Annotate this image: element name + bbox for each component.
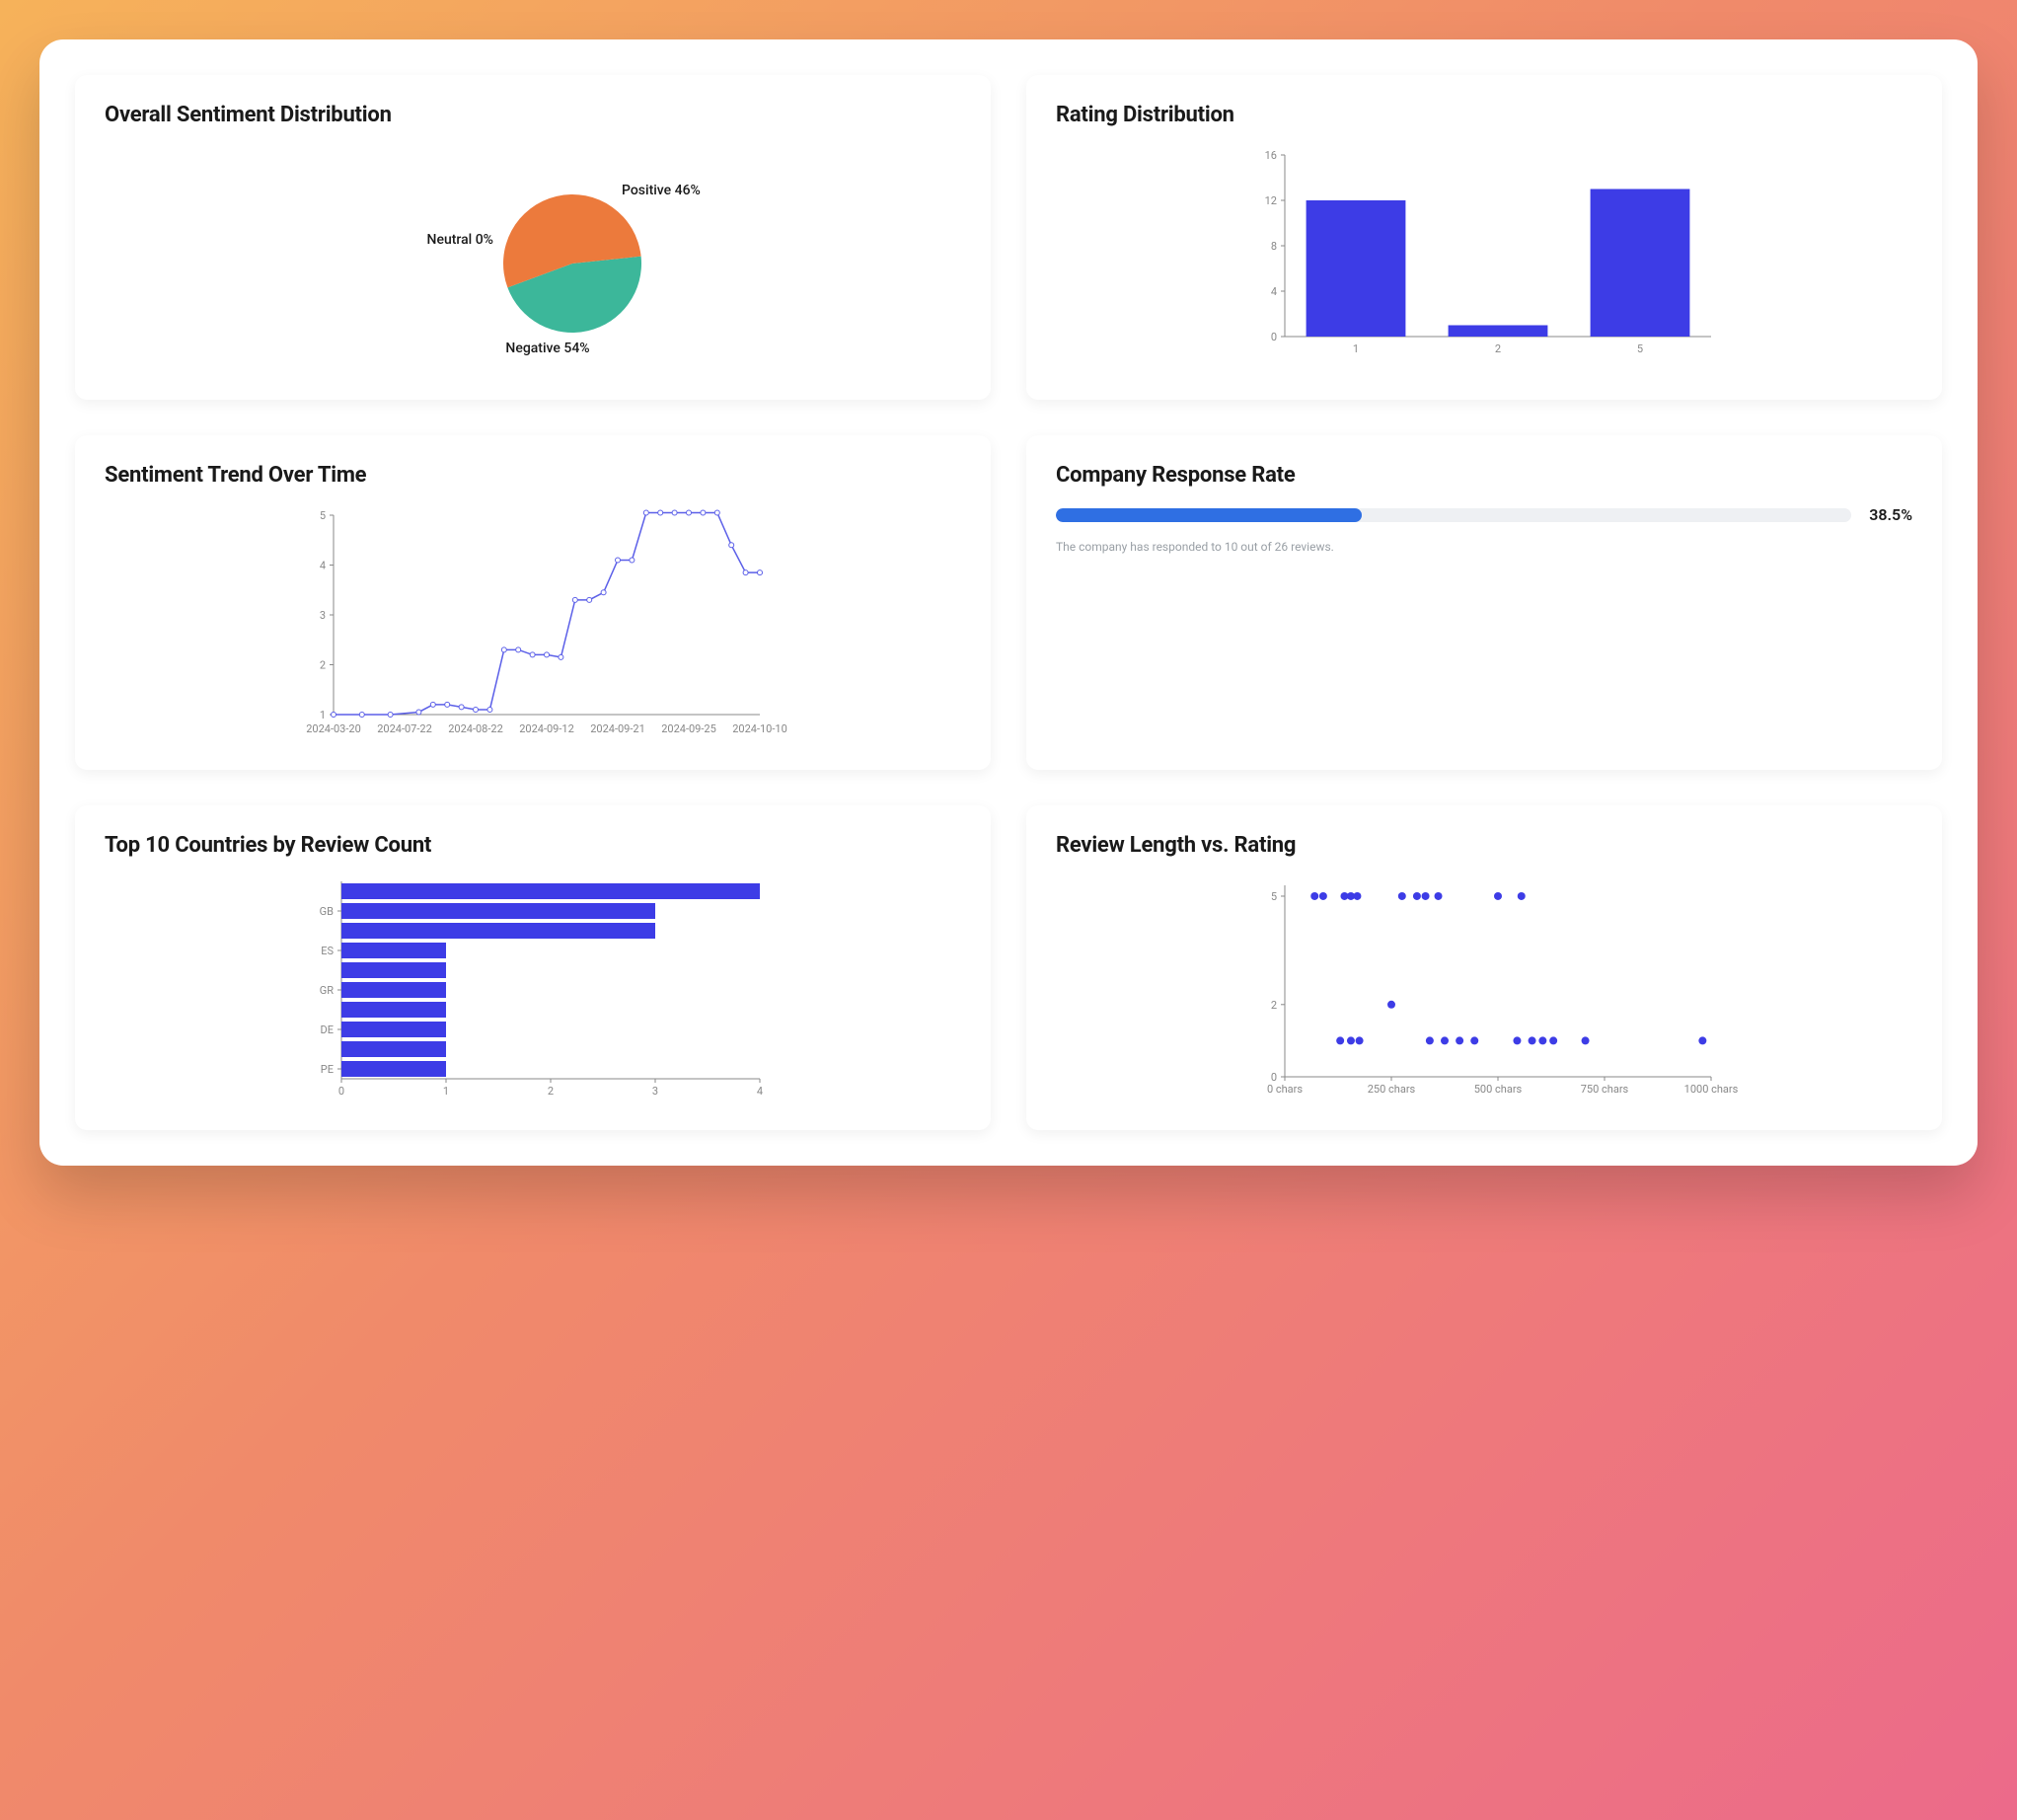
svg-text:1: 1 bbox=[443, 1085, 449, 1098]
svg-text:3: 3 bbox=[652, 1085, 658, 1098]
svg-text:16: 16 bbox=[1265, 149, 1277, 162]
svg-text:2024-09-21: 2024-09-21 bbox=[590, 722, 645, 735]
svg-text:2024-03-20: 2024-03-20 bbox=[306, 722, 361, 735]
svg-text:5: 5 bbox=[1637, 342, 1643, 355]
svg-text:250 chars: 250 chars bbox=[1368, 1083, 1416, 1096]
svg-text:3: 3 bbox=[320, 609, 326, 622]
svg-text:2024-10-10: 2024-10-10 bbox=[732, 722, 787, 735]
rating-dist-title: Rating Distribution bbox=[1056, 103, 1912, 127]
sentiment-trend-card: Sentiment Trend Over Time 1 2 3 4 5 2024-03-2… bbox=[75, 435, 991, 770]
svg-text:2024-09-12: 2024-09-12 bbox=[519, 722, 574, 735]
svg-text:Neutral 0%: Neutral 0% bbox=[427, 232, 493, 248]
svg-text:2: 2 bbox=[1495, 342, 1501, 355]
svg-text:4: 4 bbox=[757, 1085, 763, 1098]
svg-text:Negative 54%: Negative 54% bbox=[505, 341, 589, 356]
svg-text:12: 12 bbox=[1265, 194, 1277, 207]
svg-text:2: 2 bbox=[1271, 999, 1277, 1012]
dashboard-container: Overall Sentiment Distribution Positive … bbox=[39, 39, 1978, 1166]
sentiment-pie-card: Overall Sentiment Distribution Positive … bbox=[75, 75, 991, 400]
progress-fill bbox=[1056, 508, 1362, 522]
svg-text:DE: DE bbox=[321, 1024, 334, 1036]
svg-text:0: 0 bbox=[338, 1085, 344, 1098]
response-rate-progress: 38.5% bbox=[1056, 505, 1912, 524]
svg-text:500 chars: 500 chars bbox=[1474, 1083, 1523, 1096]
svg-text:2024-09-25: 2024-09-25 bbox=[661, 722, 716, 735]
dashboard-grid: Overall Sentiment Distribution Positive … bbox=[75, 75, 1942, 1130]
svg-text:2024-08-22: 2024-08-22 bbox=[448, 722, 503, 735]
svg-text:4: 4 bbox=[320, 560, 326, 572]
response-rate-card: Company Response Rate 38.5% The company … bbox=[1026, 435, 1942, 770]
svg-text:Positive 46%: Positive 46% bbox=[622, 183, 701, 198]
svg-text:2: 2 bbox=[548, 1085, 554, 1098]
svg-text:750 chars: 750 chars bbox=[1581, 1083, 1629, 1096]
sentiment-trend-title: Sentiment Trend Over Time bbox=[105, 463, 961, 488]
svg-text:8: 8 bbox=[1271, 240, 1277, 253]
svg-text:2: 2 bbox=[320, 659, 326, 672]
length-rating-chart: 0250 chars250 chars500 chars750 chars100… bbox=[1056, 875, 1912, 1106]
svg-text:4: 4 bbox=[1271, 285, 1277, 298]
svg-text:0 chars: 0 chars bbox=[1267, 1083, 1303, 1096]
svg-text:1000 chars: 1000 chars bbox=[1684, 1083, 1739, 1096]
length-rating-title: Review Length vs. Rating bbox=[1056, 833, 1912, 858]
top-countries-title: Top 10 Countries by Review Count bbox=[105, 833, 961, 858]
svg-text:PE: PE bbox=[321, 1063, 334, 1076]
length-rating-card: Review Length vs. Rating 0250 chars250 c… bbox=[1026, 805, 1942, 1130]
rating-dist-chart: 0481216125 bbox=[1056, 145, 1912, 366]
response-rate-title: Company Response Rate bbox=[1056, 463, 1912, 488]
svg-text:ES: ES bbox=[321, 945, 334, 957]
top-countries-chart: 0 1 2 3 4 GB ES GR DE PE bbox=[105, 875, 961, 1106]
top-countries-card: Top 10 Countries by Review Count 0 1 2 3 4 GB… bbox=[75, 805, 991, 1130]
sentiment-pie-title: Overall Sentiment Distribution bbox=[105, 103, 961, 127]
svg-text:0: 0 bbox=[1271, 331, 1277, 343]
rating-dist-card: Rating Distribution 0481216125 bbox=[1026, 75, 1942, 400]
svg-text:GB: GB bbox=[320, 905, 334, 918]
svg-text:GR: GR bbox=[320, 984, 334, 997]
svg-text:5: 5 bbox=[320, 509, 326, 522]
response-rate-pct: 38.5% bbox=[1869, 505, 1912, 524]
sentiment-trend-chart: 1 2 3 4 5 2024-03-20 2024-07-22 2024-08-22 2024-… bbox=[105, 505, 961, 746]
sentiment-pie-chart: Positive 46% Neutral 0% Negative 54% bbox=[105, 145, 961, 376]
svg-text:2024-07-22: 2024-07-22 bbox=[377, 722, 432, 735]
response-rate-note: The company has responded to 10 out of 2… bbox=[1056, 540, 1912, 554]
svg-text:5: 5 bbox=[1271, 890, 1277, 903]
svg-text:1: 1 bbox=[1353, 342, 1359, 355]
svg-text:1: 1 bbox=[320, 709, 326, 721]
progress-track bbox=[1056, 508, 1851, 522]
